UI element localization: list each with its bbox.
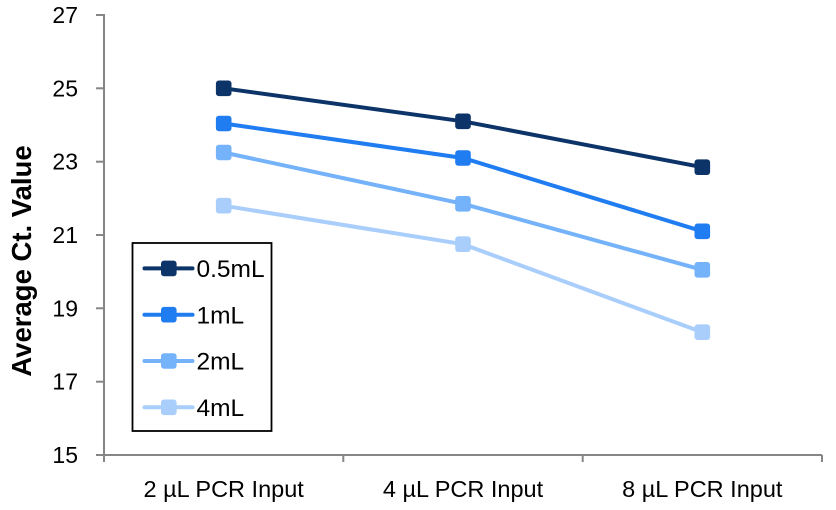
svg-text:25: 25 <box>52 75 78 101</box>
svg-text:2 µL PCR Input: 2 µL PCR Input <box>144 476 305 502</box>
svg-text:23: 23 <box>52 149 78 175</box>
svg-text:4 µL PCR Input: 4 µL PCR Input <box>383 476 544 502</box>
svg-text:27: 27 <box>52 2 78 28</box>
svg-text:2mL: 2mL <box>197 349 245 376</box>
svg-text:21: 21 <box>52 222 78 248</box>
svg-text:15: 15 <box>52 442 78 468</box>
svg-text:1mL: 1mL <box>197 302 245 329</box>
svg-text:4mL: 4mL <box>197 395 245 422</box>
svg-text:8 µL PCR Input: 8 µL PCR Input <box>622 476 783 502</box>
svg-text:19: 19 <box>52 295 78 321</box>
svg-text:0.5mL: 0.5mL <box>197 256 265 283</box>
svg-text:Average Ct. Value: Average Ct. Value <box>6 145 37 376</box>
svg-text:17: 17 <box>52 369 78 395</box>
